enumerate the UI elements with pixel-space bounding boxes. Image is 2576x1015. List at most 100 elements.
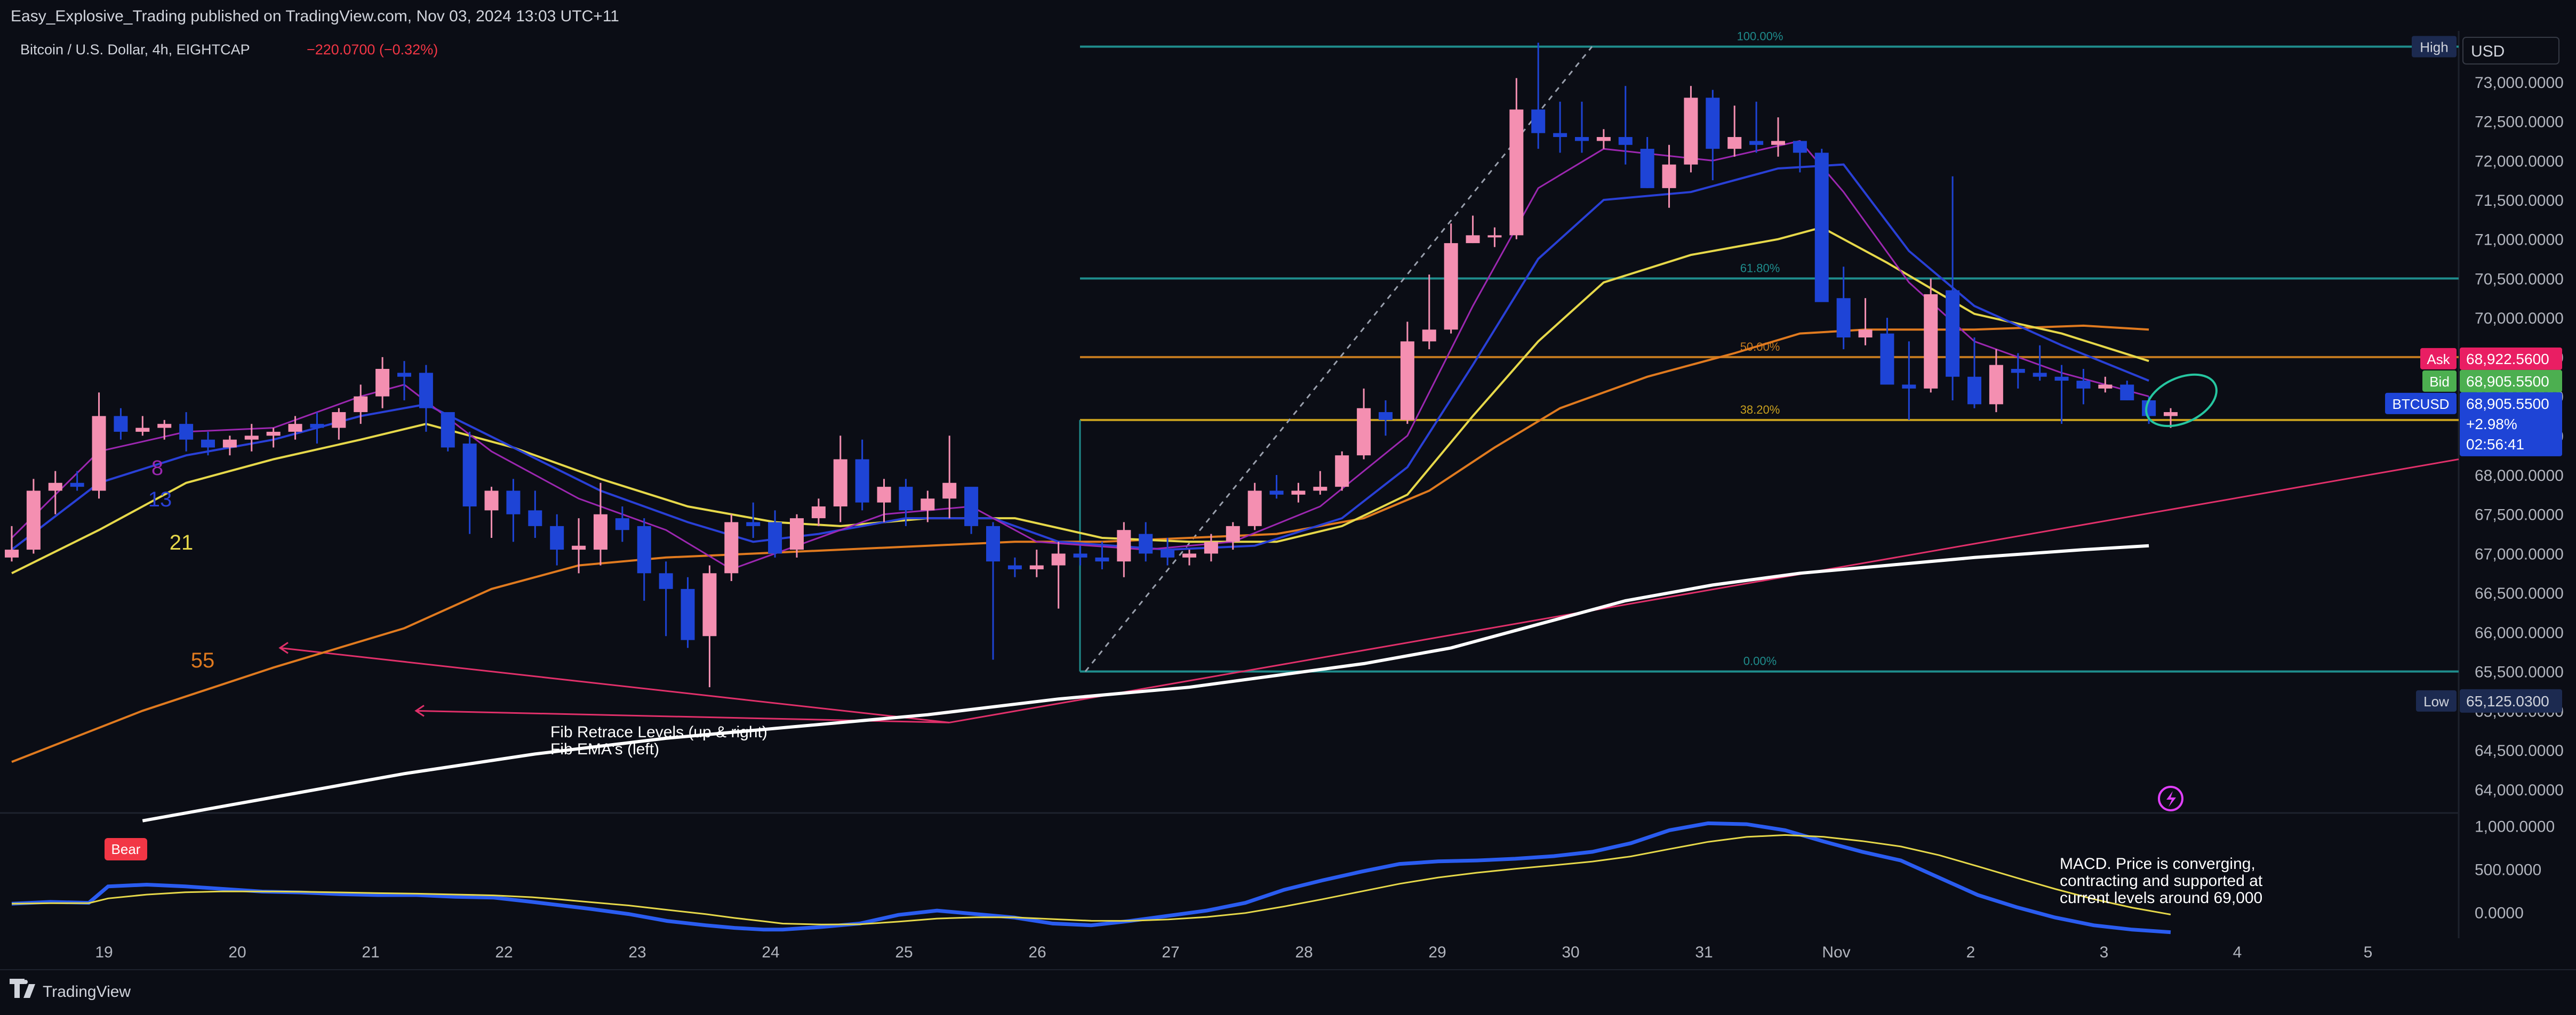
candle-body[interactable] — [1466, 235, 1480, 244]
candle-body[interactable] — [1902, 384, 1916, 389]
candle-body[interactable] — [572, 545, 586, 550]
candle-body[interactable] — [179, 424, 194, 440]
candle-body[interactable] — [26, 490, 41, 550]
candle-body[interactable] — [48, 482, 62, 491]
candle-body[interactable] — [768, 522, 782, 554]
candle-body[interactable] — [441, 412, 455, 448]
candle-body[interactable] — [1379, 412, 1393, 420]
candle-body[interactable] — [1727, 137, 1742, 149]
currency-box[interactable] — [2462, 37, 2559, 65]
candle-body[interactable] — [637, 526, 651, 574]
candle-body[interactable] — [855, 459, 869, 503]
candle-body[interactable] — [702, 573, 717, 637]
candle-body[interactable] — [724, 522, 739, 574]
candle-body[interactable] — [1858, 329, 1873, 338]
candle-body[interactable] — [1989, 365, 2003, 405]
candle-body[interactable] — [310, 424, 324, 428]
candle-body[interactable] — [1182, 553, 1196, 558]
candle-body[interactable] — [811, 506, 826, 519]
candle-body[interactable] — [1226, 526, 1240, 542]
candle-body[interactable] — [1073, 553, 1087, 558]
candle-body[interactable] — [1880, 333, 1894, 385]
candle-body[interactable] — [1335, 455, 1349, 487]
candle-body[interactable] — [375, 368, 390, 397]
candle-body[interactable] — [899, 487, 913, 511]
candle-body[interactable] — [419, 373, 433, 408]
candle-body[interactable] — [1422, 329, 1436, 342]
candle-body[interactable] — [1836, 298, 1851, 338]
candle-body[interactable] — [877, 487, 891, 503]
candle-body[interactable] — [1161, 550, 1175, 558]
candle-body[interactable] — [964, 487, 979, 526]
candle-body[interactable] — [92, 416, 106, 491]
candle-body[interactable] — [1051, 553, 1066, 566]
candle-body[interactable] — [1640, 149, 1654, 188]
candle-body[interactable] — [2164, 412, 2178, 416]
candle-body[interactable] — [506, 490, 521, 514]
candle-body[interactable] — [157, 424, 172, 428]
candle-body[interactable] — [2076, 381, 2091, 389]
macd-line[interactable] — [11, 821, 2171, 935]
highlight-ellipse[interactable] — [2138, 364, 2225, 436]
candle-body[interactable] — [1095, 557, 1109, 562]
ema-200-line[interactable] — [142, 544, 2149, 823]
candle-body[interactable] — [1204, 542, 1218, 554]
candle-body[interactable] — [2054, 376, 2069, 381]
candle-body[interactable] — [462, 444, 477, 506]
candle-body[interactable] — [2098, 384, 2113, 389]
candle-body[interactable] — [1487, 235, 1502, 238]
candle-body[interactable] — [1269, 490, 1284, 495]
candle-body[interactable] — [1357, 408, 1371, 456]
candle-body[interactable] — [1247, 490, 1262, 526]
candle-body[interactable] — [1531, 109, 1546, 133]
candle-body[interactable] — [2142, 400, 2156, 416]
candle-body[interactable] — [244, 436, 259, 440]
candle-body[interactable] — [1684, 98, 1698, 165]
candle-body[interactable] — [1400, 341, 1414, 420]
candle-body[interactable] — [833, 459, 847, 506]
candle-body[interactable] — [1509, 109, 1524, 236]
candle-body[interactable] — [1967, 376, 1981, 405]
candle-body[interactable] — [986, 526, 1000, 562]
candle-body[interactable] — [397, 373, 411, 377]
candle-body[interactable] — [1029, 565, 1044, 569]
candle-body[interactable] — [790, 518, 804, 550]
price-chart[interactable]: 64,000.000064,500.000065,000.000065,500.… — [0, 31, 2576, 969]
candle-body[interactable] — [2120, 384, 2134, 400]
ema-55-line[interactable] — [11, 324, 2149, 763]
candle-body[interactable] — [746, 522, 761, 526]
candle-body[interactable] — [615, 518, 629, 530]
candle-body[interactable] — [1117, 530, 1131, 562]
candle-body[interactable] — [1444, 243, 1458, 330]
candle-body[interactable] — [921, 498, 935, 511]
candle-body[interactable] — [1706, 98, 1720, 149]
candle-body[interactable] — [1793, 141, 1807, 153]
ema-13-line[interactable] — [11, 163, 2149, 551]
candle-body[interactable] — [135, 428, 150, 432]
candle-body[interactable] — [70, 482, 84, 487]
candle-body[interactable] — [1007, 565, 1022, 569]
candle-body[interactable] — [266, 431, 281, 436]
candle-body[interactable] — [1139, 534, 1153, 554]
candle-body[interactable] — [528, 510, 542, 526]
candle-body[interactable] — [222, 439, 237, 448]
candle-body[interactable] — [288, 424, 302, 432]
candle-body[interactable] — [2033, 373, 2047, 377]
flash-icon[interactable] — [2158, 786, 2183, 811]
candle-body[interactable] — [5, 550, 19, 558]
macd-signal-line[interactable] — [11, 834, 2171, 925]
candle-body[interactable] — [114, 416, 128, 432]
candle-body[interactable] — [201, 439, 215, 448]
candle-body[interactable] — [1313, 487, 1327, 491]
candle-body[interactable] — [1553, 133, 1567, 138]
candle-body[interactable] — [942, 482, 957, 499]
candle-body[interactable] — [2011, 368, 2025, 373]
candle-body[interactable] — [1575, 137, 1589, 141]
candle-body[interactable] — [1662, 164, 1676, 188]
candle-body[interactable] — [1924, 294, 1938, 389]
candle-body[interactable] — [1291, 490, 1306, 495]
tradingview-logo[interactable]: TradingView — [0, 970, 160, 1012]
candle-body[interactable] — [1814, 152, 1829, 302]
candle-body[interactable] — [659, 573, 673, 589]
candle-body[interactable] — [1771, 141, 1785, 145]
